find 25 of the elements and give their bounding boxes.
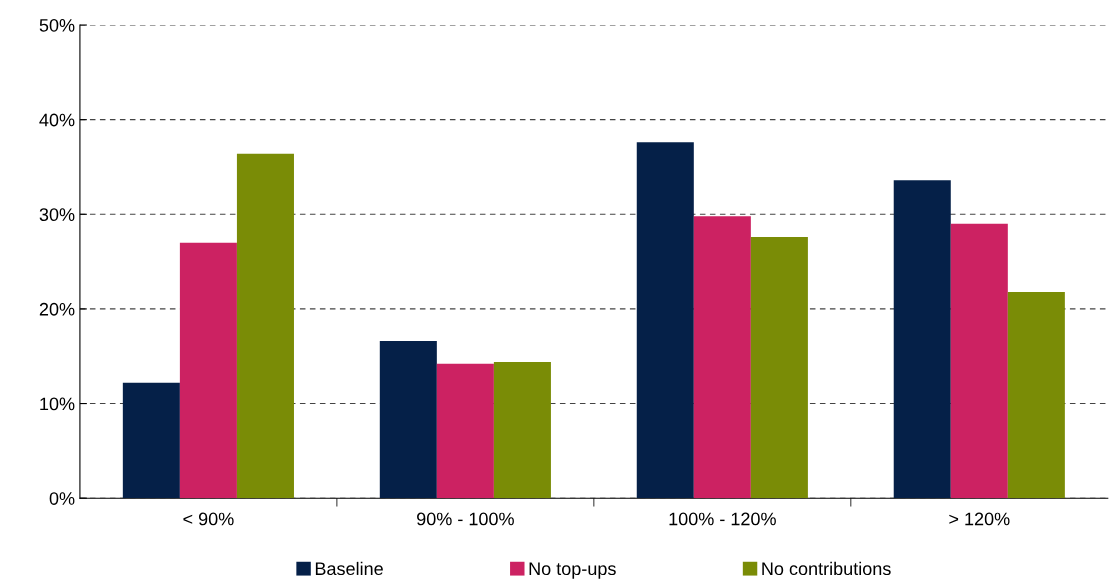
bar (636, 142, 694, 499)
bar (893, 180, 951, 499)
x-tick-label: > 120% (949, 512, 1010, 526)
y-tick-label: 30% (39, 208, 75, 222)
bar (750, 237, 808, 499)
bar (1007, 291, 1065, 499)
bar (179, 242, 237, 499)
legend-label: Baseline (315, 561, 383, 576)
bar (493, 361, 551, 499)
legend-label: No top-ups (529, 562, 616, 579)
x-tick-label: 100% - 120% (669, 512, 776, 526)
bar (693, 216, 751, 499)
y-tick-label: 40% (39, 113, 75, 127)
legend-label: No contributions (762, 561, 891, 576)
bar (236, 153, 294, 499)
y-tick-label: 50% (39, 18, 75, 32)
bar (950, 223, 1008, 499)
bar (436, 363, 494, 499)
x-tick-label: < 90% (183, 512, 234, 526)
y-tick-label: 0% (49, 492, 75, 505)
bar (122, 382, 180, 499)
y-tick-label: 10% (40, 397, 75, 411)
x-tick-label: 90% - 100% (417, 512, 514, 526)
bar (379, 341, 437, 499)
y-tick-label: 20% (39, 302, 75, 316)
